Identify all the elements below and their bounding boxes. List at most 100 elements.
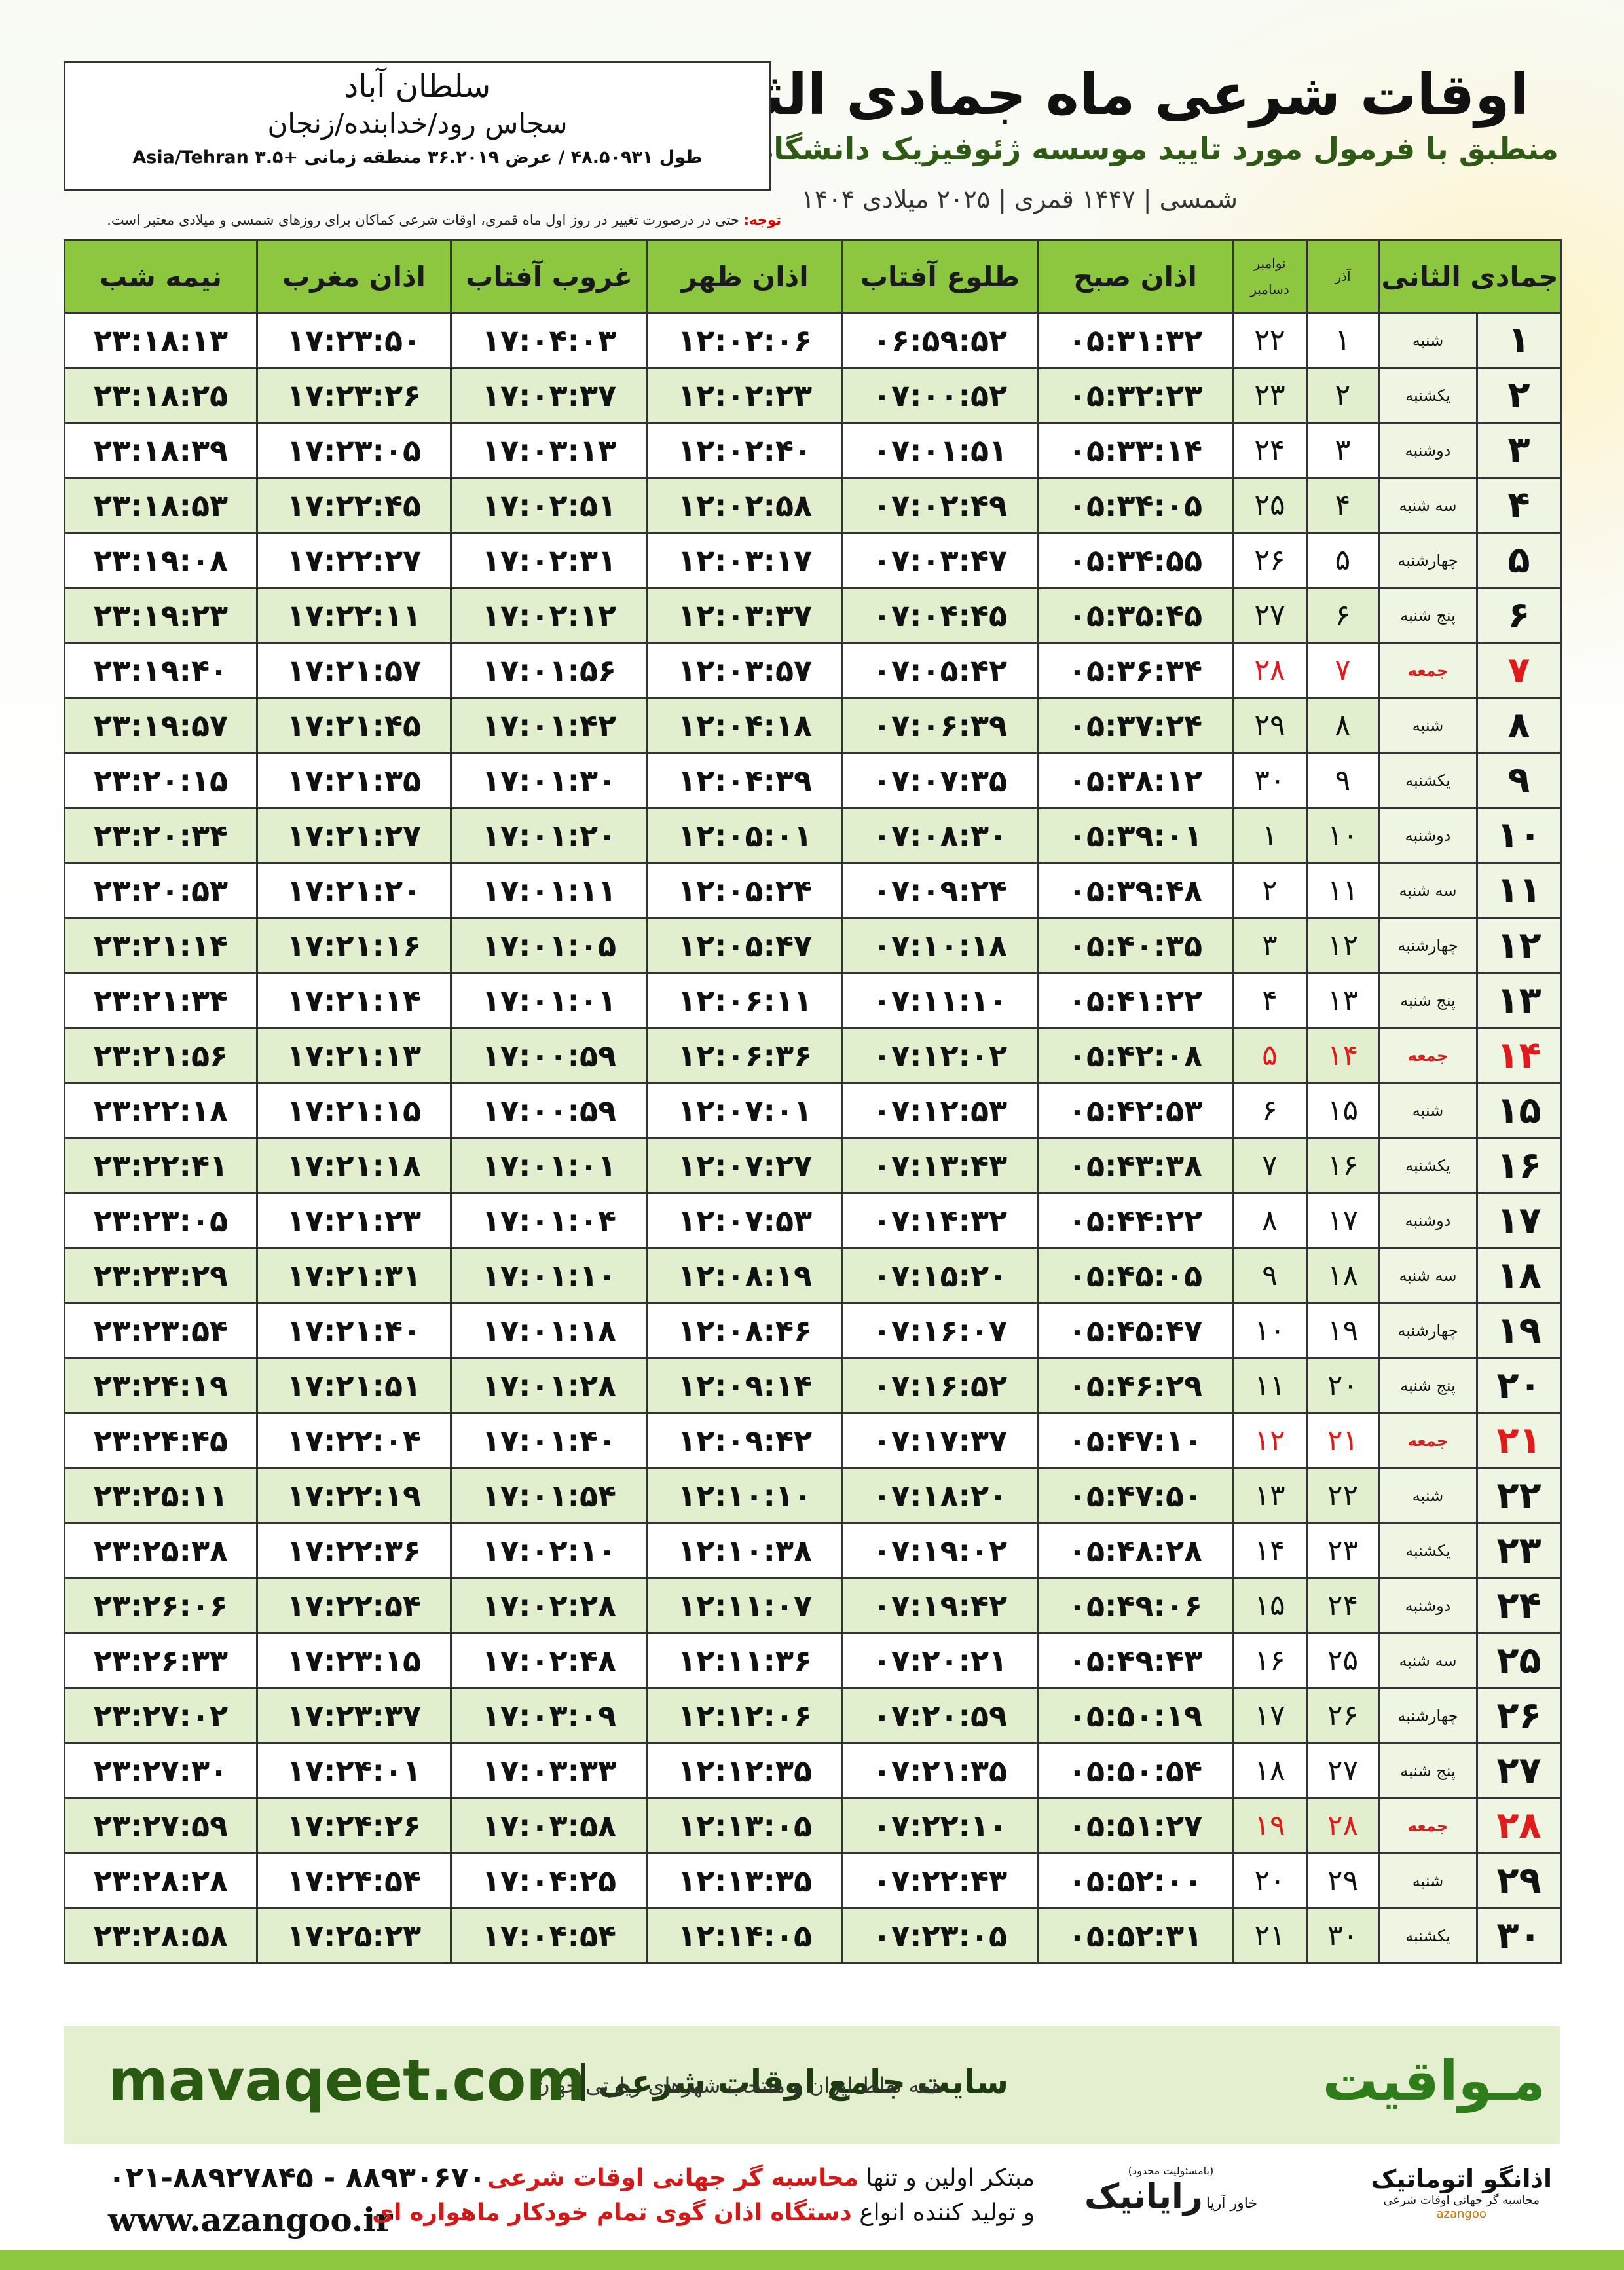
time-cell: ۰۷:۱۶:۵۲ [841,1357,1039,1414]
date-cell: چهارشنبه [1378,1302,1478,1359]
time-cell: ۰۷:۱۶:۰۷ [841,1302,1039,1359]
date-cell: ۲۱ [1476,1412,1562,1469]
time-cell: ۰۵:۳۵:۴۵ [1037,587,1234,644]
date-cell: ۱۱ [1232,1357,1308,1414]
time-cell: ۰۷:۰۲:۴۹ [841,477,1039,534]
time-cell: ۰۵:۳۹:۰۱ [1037,807,1234,864]
date-cell: ۲۹ [1476,1852,1562,1909]
time-cell: ۱۷:۲۱:۲۷ [256,807,452,864]
date-cell: ۲۵ [1232,477,1308,534]
time-cell: ۲۳:۱۹:۵۷ [64,697,258,754]
table-row: ۲۶ چهارشنبه ۲۶ ۱۷ ۰۵:۵۰:۱۹ ۰۷:۲۰:۵۹ ۱۲:۱۲:۰۶ ۱۷… [64,1687,1562,1744]
date-cell: ۱۳ [1476,972,1562,1029]
time-cell: ۲۳:۱۸:۵۳ [64,477,258,534]
bottom-bar [0,2250,1624,2270]
time-cell: ۰۷:۱۳:۴۳ [841,1137,1039,1194]
date-cell: ۱۴ [1306,1027,1380,1084]
date-cell: چهارشنبه [1378,1687,1478,1744]
date-cell: ۳۰ [1232,752,1308,809]
time-cell: ۰۵:۵۰:۵۴ [1037,1742,1234,1799]
time-cell: ۲۳:۱۸:۲۵ [64,367,258,424]
time-cell: ۰۷:۰۳:۴۷ [841,532,1039,589]
date-cell: ۲۹ [1306,1852,1380,1909]
time-cell: ۱۲:۰۸:۴۶ [646,1302,843,1359]
time-cell: ۰۷:۰۰:۵۲ [841,367,1039,424]
header-text: نوامبر [1253,255,1286,271]
title: اوقات شرعی ماه جمادی الثانی [663,62,1529,128]
location-coords: طول ۴۸.۵۰۹۳۱ / عرض ۳۶.۲۰۱۹ منطقه زمانی +… [132,147,703,168]
time-cell: ۱۷:۲۲:۰۴ [256,1412,452,1469]
date-cell: ۴ [1476,477,1562,534]
date-cell: ۱۱ [1306,862,1380,919]
header-cell: غروب آفتاب [450,239,648,314]
time-cell: ۱۲:۰۶:۱۱ [646,972,843,1029]
date-cell: ۱۷ [1476,1192,1562,1249]
time-cell: ۱۷:۲۱:۴۵ [256,697,452,754]
date-cell: ۱۰ [1476,807,1562,864]
time-cell: ۰۵:۴۹:۴۳ [1037,1632,1234,1689]
table-row: ۱ شنبه ۱ ۲۲ ۰۵:۳۱:۳۲ ۰۶:۵۹:۵۲ ۱۲:۰۲:۰۶ ۱۷:۰۴:۰۳… [64,312,1562,369]
time-cell: ۱۷:۲۱:۳۱ [256,1247,452,1304]
time-cell: ۱۷:۰۲:۲۸ [450,1577,648,1634]
table-row: ۸ شنبه ۸ ۲۹ ۰۵:۳۷:۲۴ ۰۷:۰۶:۳۹ ۱۲:۰۴:۱۸ ۱۷:۰۱:۴۲… [64,697,1562,754]
time-cell: ۲۳:۱۹:۰۸ [64,532,258,589]
table-row: ۳۰ یکشنبه ۳۰ ۲۱ ۰۵:۵۲:۳۱ ۰۷:۲۳:۰۵ ۱۲:۱۴:۰۵ ۱۷:۰… [64,1907,1562,1964]
date-cell: دوشنبه [1378,1577,1478,1634]
table-row: ۱۰ دوشنبه ۱۰ ۱ ۰۵:۳۹:۰۱ ۰۷:۰۸:۳۰ ۱۲:۰۵:۰۱ ۱۷:۰۱… [64,807,1562,864]
time-cell: ۱۷:۲۲:۴۵ [256,477,452,534]
time-cell: ۰۷:۰۵:۴۲ [841,642,1039,699]
date-cell: جمعه [1378,1412,1478,1469]
date-cell: ۲۱ [1232,1907,1308,1964]
table-row: ۲۳ یکشنبه ۲۳ ۱۴ ۰۵:۴۸:۲۸ ۰۷:۱۹:۰۲ ۱۲:۱۰:۳۸ ۱۷:۰… [64,1522,1562,1579]
table-row: ۲۷ پنج شنبه ۲۷ ۱۸ ۰۵:۵۰:۵۴ ۰۷:۲۱:۳۵ ۱۲:۱۲:۳۵ ۱۷… [64,1742,1562,1799]
date-cell: ۲۳ [1476,1522,1562,1579]
header-cell: نوامبر دسامبر [1232,239,1308,314]
time-cell: ۰۵:۴۷:۱۰ [1037,1412,1234,1469]
date-cell: ۵ [1306,532,1380,589]
table-row: ۷ جمعه ۷ ۲۸ ۰۵:۳۶:۳۴ ۰۷:۰۵:۴۲ ۱۲:۰۳:۵۷ ۱۷:۰۱:۵۶… [64,642,1562,699]
time-cell: ۱۷:۲۱:۴۰ [256,1302,452,1359]
date-cell: شنبه [1378,1467,1478,1524]
date-cell: پنج شنبه [1378,1742,1478,1799]
subtitle: منطبق با فرمول مورد تایید موسسه ژئوفیزیک… [659,131,1559,166]
date-cell: ۱۷ [1306,1192,1380,1249]
time-cell: ۱۲:۱۱:۳۶ [646,1632,843,1689]
date-cell: ۱ [1306,312,1380,369]
time-cell: ۲۳:۲۶:۳۳ [64,1632,258,1689]
date-cell: ۲۷ [1306,1742,1380,1799]
time-cell: ۱۲:۱۳:۰۵ [646,1797,843,1854]
time-cell: ۱۷:۲۳:۲۶ [256,367,452,424]
date-cell: شنبه [1378,697,1478,754]
date-cell: ۱۸ [1232,1742,1308,1799]
table-body: ۱ شنبه ۱ ۲۲ ۰۵:۳۱:۳۲ ۰۶:۵۹:۵۲ ۱۲:۰۲:۰۶ ۱۷:۰۴:۰۳… [64,312,1562,1964]
time-cell: ۱۲:۰۵:۴۷ [646,917,843,974]
time-cell: ۱۷:۲۱:۳۵ [256,752,452,809]
date-cell: ۹ [1476,752,1562,809]
footer-site: mavaqeet.com [108,2047,586,2114]
date-cell: ۹ [1232,1247,1308,1304]
date-cell: ۱۱ [1476,862,1562,919]
time-cell: ۰۵:۵۲:۳۱ [1037,1907,1234,1964]
time-cell: ۱۷:۲۲:۱۱ [256,587,452,644]
time-cell: ۱۲:۰۲:۰۶ [646,312,843,369]
time-cell: ۰۵:۳۷:۲۴ [1037,697,1234,754]
time-cell: ۱۷:۰۳:۰۹ [450,1687,648,1744]
tagline-highlight: دستگاه اذان گوی تمام خودکار ماهواره ای [372,2199,852,2226]
time-cell: ۱۷:۰۲:۱۲ [450,587,648,644]
time-cell: ۲۳:۲۰:۱۵ [64,752,258,809]
table-row: ۲۸ جمعه ۲۸ ۱۹ ۰۵:۵۱:۲۷ ۰۷:۲۲:۱۰ ۱۲:۱۳:۰۵ ۱۷:۰۳:… [64,1797,1562,1854]
url: www.azangoo.ir [108,2201,393,2239]
time-cell: ۰۵:۴۱:۲۲ [1037,972,1234,1029]
time-cell: ۱۷:۰۲:۳۱ [450,532,648,589]
time-cell: ۰۷:۰۸:۳۰ [841,807,1039,864]
header-text: دسامبر [1250,282,1289,297]
date-cell: ۱۲ [1232,1412,1308,1469]
time-cell: ۱۷:۰۱:۴۰ [450,1412,648,1469]
time-cell: ۱۷:۰۳:۱۳ [450,422,648,479]
location-box: سلطان آباد سجاس رود/خدابنده/زنجان طول ۴۸… [64,61,771,191]
time-cell: ۱۷:۲۲:۳۶ [256,1522,452,1579]
date-cell: ۲۱ [1306,1412,1380,1469]
time-cell: ۰۵:۵۱:۲۷ [1037,1797,1234,1854]
time-cell: ۰۷:۰۴:۴۵ [841,587,1039,644]
